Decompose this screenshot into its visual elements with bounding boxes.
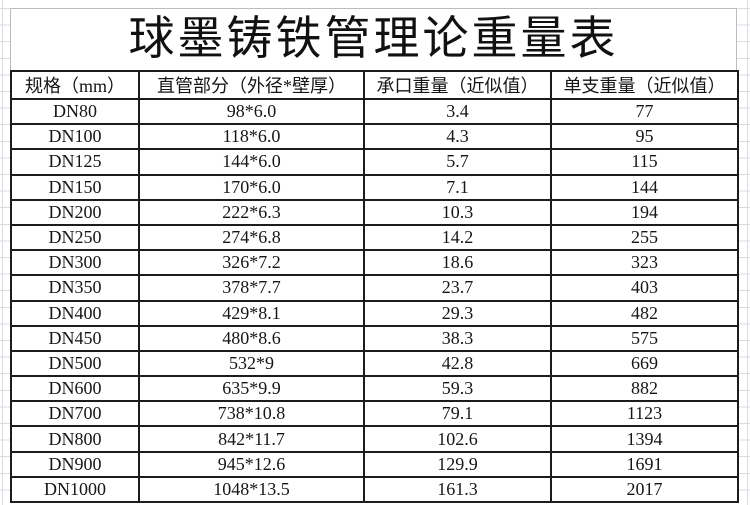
table-row: DN300 326*7.2 18.6 323: [10, 249, 739, 277]
table-cell: 42.8: [363, 349, 552, 378]
table-cell: 29.3: [363, 299, 552, 327]
data-table: 规格（mm） 直管部分（外径*壁厚） 承口重量（近似值） 单支重量（近似值） D…: [10, 70, 739, 504]
table-cell: 144*6.0: [138, 148, 365, 176]
table-cell: DN125: [10, 148, 140, 176]
table-cell: 102.6: [363, 425, 552, 453]
table-cell: DN100: [10, 123, 140, 151]
table-cell: 403: [550, 274, 739, 302]
sheet-gridlines-left: [0, 0, 10, 505]
table-cell: DN400: [10, 299, 140, 327]
table-row: DN400 429*8.1 29.3 482: [10, 299, 739, 327]
table-cell: DN450: [10, 324, 140, 352]
table-cell: 429*8.1: [138, 299, 365, 327]
table-row: DN125 144*6.0 5.7 115: [10, 148, 739, 176]
table-cell: DN700: [10, 400, 140, 428]
table-body: DN80 98*6.0 3.4 77 DN100 118*6.0 4.3 95 DN125 144…: [10, 97, 739, 504]
table-cell: DN900: [10, 450, 140, 478]
table-cell: DN800: [10, 425, 140, 453]
table-cell: 945*12.6: [138, 450, 365, 478]
table-row: DN800 842*11.7 102.6 1394: [10, 425, 739, 453]
table-row: DN600 635*9.9 59.3 882: [10, 375, 739, 403]
table-cell: 532*9: [138, 349, 365, 378]
table-cell: 480*8.6: [138, 324, 365, 352]
table-cell: 161.3: [363, 475, 552, 504]
table-cell: 1123: [550, 400, 739, 428]
table-cell: 1048*13.5: [138, 475, 365, 504]
table-cell: 255: [550, 223, 739, 252]
table-cell: DN500: [10, 349, 140, 378]
table-cell: DN200: [10, 198, 140, 226]
table-row: DN200 222*6.3 10.3 194: [10, 198, 739, 226]
table-cell: 18.6: [363, 249, 552, 277]
table-cell: 14.2: [363, 223, 552, 252]
table-row: DN350 378*7.7 23.7 403: [10, 274, 739, 302]
table-cell: 3.4: [363, 97, 552, 126]
table-cell: DN150: [10, 173, 140, 201]
table-cell: 98*6.0: [138, 97, 365, 126]
table-row: DN500 532*9 42.8 669: [10, 349, 739, 378]
table-cell: DN250: [10, 223, 140, 252]
col-header-single-weight: 单支重量（近似值）: [550, 70, 739, 100]
sheet-gridlines-right: [737, 0, 750, 505]
table-cell: 5.7: [363, 148, 552, 176]
table-cell: 129.9: [363, 450, 552, 478]
table-row: DN700 738*10.8 79.1 1123: [10, 400, 739, 428]
table-cell: 323: [550, 249, 739, 277]
table-cell: 23.7: [363, 274, 552, 302]
weight-table: 球墨铸铁管理论重量表 规格（mm） 直管部分（外径*壁厚） 承口重量（近似值） …: [10, 8, 739, 504]
table-cell: 2017: [550, 475, 739, 504]
table-cell: 7.1: [363, 173, 552, 201]
col-header-spec: 规格（mm）: [10, 70, 140, 100]
table-cell: 575: [550, 324, 739, 352]
table-cell: 669: [550, 349, 739, 378]
table-cell: 95: [550, 123, 739, 151]
table-row: DN100 118*6.0 4.3 95: [10, 123, 739, 151]
table-cell: 635*9.9: [138, 375, 365, 403]
table-cell: 77: [550, 97, 739, 126]
table-cell: 38.3: [363, 324, 552, 352]
header-row: 规格（mm） 直管部分（外径*壁厚） 承口重量（近似值） 单支重量（近似值）: [10, 70, 739, 100]
table-cell: 326*7.2: [138, 249, 365, 277]
table-row: DN450 480*8.6 38.3 575: [10, 324, 739, 352]
table-cell: DN300: [10, 249, 140, 277]
table-row: DN250 274*6.8 14.2 255: [10, 223, 739, 252]
table-cell: 378*7.7: [138, 274, 365, 302]
table-cell: 1394: [550, 425, 739, 453]
table-cell: 274*6.8: [138, 223, 365, 252]
table-cell: 222*6.3: [138, 198, 365, 226]
table-cell: 59.3: [363, 375, 552, 403]
table-row: DN150 170*6.0 7.1 144: [10, 173, 739, 201]
table-cell: DN80: [10, 97, 140, 126]
col-header-pipe-od-wall: 直管部分（外径*壁厚）: [138, 70, 365, 100]
table-cell: 482: [550, 299, 739, 327]
table-cell: 79.1: [363, 400, 552, 428]
table-cell: 1691: [550, 450, 739, 478]
table-cell: DN350: [10, 274, 140, 302]
table-cell: 10.3: [363, 198, 552, 226]
table-row: DN80 98*6.0 3.4 77: [10, 97, 739, 126]
table-cell: DN600: [10, 375, 140, 403]
table-cell: 144: [550, 173, 739, 201]
table-cell: 882: [550, 375, 739, 403]
table-cell: 115: [550, 148, 739, 176]
table-cell: 118*6.0: [138, 123, 365, 151]
table-cell: 194: [550, 198, 739, 226]
table-row: DN1000 1048*13.5 161.3 2017: [10, 475, 739, 504]
table-cell: 170*6.0: [138, 173, 365, 201]
table-cell: DN1000: [10, 475, 140, 504]
table-cell: 842*11.7: [138, 425, 365, 453]
table-title: 球墨铸铁管理论重量表: [10, 8, 737, 70]
table-cell: 738*10.8: [138, 400, 365, 428]
col-header-socket-weight: 承口重量（近似值）: [363, 70, 552, 100]
table-cell: 4.3: [363, 123, 552, 151]
table-row: DN900 945*12.6 129.9 1691: [10, 450, 739, 478]
